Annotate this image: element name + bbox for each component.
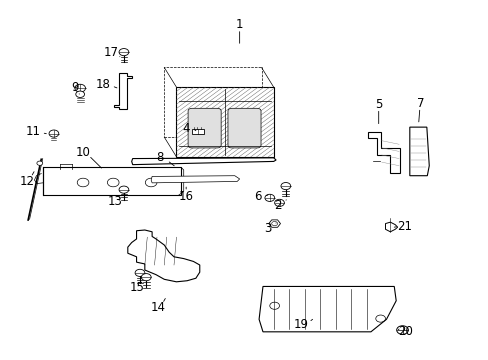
FancyBboxPatch shape (227, 108, 261, 148)
Text: 6: 6 (253, 190, 261, 203)
Text: 17: 17 (103, 46, 118, 59)
Circle shape (119, 49, 128, 56)
Circle shape (141, 274, 151, 281)
Circle shape (37, 161, 42, 165)
Text: 16: 16 (178, 190, 193, 203)
Text: 19: 19 (293, 318, 308, 331)
Text: 20: 20 (398, 325, 412, 338)
Circle shape (75, 84, 85, 92)
Text: 12: 12 (19, 175, 34, 188)
Text: 7: 7 (416, 97, 424, 110)
Circle shape (281, 183, 290, 190)
Text: 10: 10 (76, 146, 90, 159)
Polygon shape (127, 230, 200, 282)
Text: 5: 5 (374, 98, 382, 111)
Circle shape (76, 91, 84, 98)
Polygon shape (151, 176, 239, 183)
Circle shape (49, 130, 59, 137)
Text: 11: 11 (25, 125, 41, 138)
Text: 13: 13 (107, 195, 122, 208)
Circle shape (274, 199, 284, 206)
FancyBboxPatch shape (188, 108, 221, 148)
Bar (192, 129, 203, 134)
Text: 14: 14 (150, 301, 165, 314)
Circle shape (135, 269, 144, 276)
Polygon shape (131, 158, 276, 165)
Circle shape (396, 326, 407, 334)
Polygon shape (114, 73, 131, 109)
Polygon shape (42, 167, 181, 195)
Polygon shape (409, 127, 428, 176)
Text: 2: 2 (273, 198, 281, 212)
Text: 18: 18 (96, 78, 111, 91)
Circle shape (264, 194, 274, 202)
Polygon shape (368, 132, 399, 173)
Text: 9: 9 (71, 81, 79, 94)
Text: 21: 21 (397, 220, 411, 233)
Circle shape (119, 186, 128, 193)
Polygon shape (385, 222, 397, 232)
Polygon shape (268, 220, 280, 227)
Text: 8: 8 (156, 151, 164, 164)
Text: 4: 4 (182, 122, 189, 135)
Text: 15: 15 (130, 282, 144, 294)
Text: 3: 3 (264, 222, 271, 235)
Polygon shape (259, 287, 395, 332)
Text: 1: 1 (235, 18, 243, 31)
Polygon shape (176, 87, 273, 157)
